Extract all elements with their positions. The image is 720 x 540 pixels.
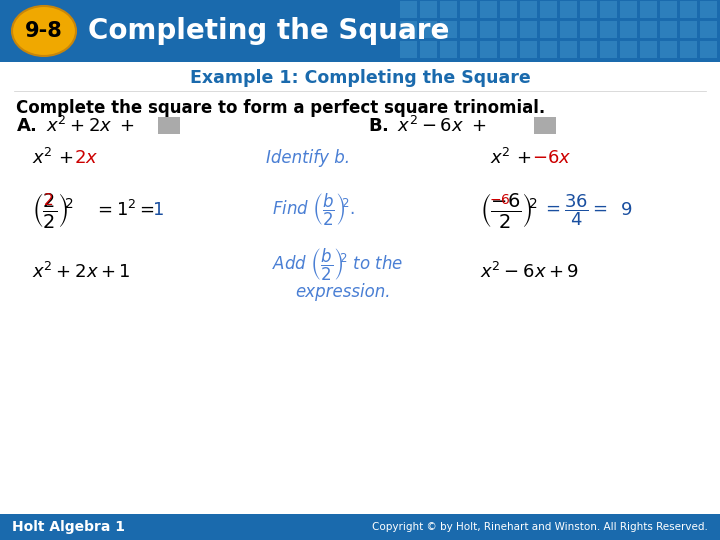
Text: $-6$: $-6$ [489, 193, 510, 207]
Bar [580, 21, 597, 38]
Ellipse shape [12, 6, 76, 56]
Bar [400, 41, 417, 58]
Text: Holt Algebra 1: Holt Algebra 1 [12, 520, 125, 534]
Bar [620, 21, 637, 38]
Bar [540, 1, 557, 18]
Bar [560, 21, 577, 38]
Bar [640, 21, 657, 38]
Text: $x^2$: $x^2$ [490, 148, 510, 168]
Bar [158, 117, 180, 134]
Text: $1$: $1$ [152, 201, 163, 219]
Bar [420, 21, 437, 38]
Bar [700, 21, 717, 38]
Bar [700, 1, 717, 18]
Bar [580, 1, 597, 18]
Bar [0, 514, 720, 540]
Bar [400, 21, 417, 38]
Bar [540, 21, 557, 38]
Bar [600, 1, 617, 18]
Text: $2x$: $2x$ [74, 149, 98, 167]
Text: Identify b.: Identify b. [266, 149, 350, 167]
Text: Add $\left(\dfrac{b}{2}\right)^{\!\!2}$ to the: Add $\left(\dfrac{b}{2}\right)^{\!\!2}$ … [272, 247, 403, 283]
Bar [440, 1, 457, 18]
Bar [420, 41, 437, 58]
Bar [620, 1, 637, 18]
Text: Copyright © by Holt, Rinehart and Winston. All Rights Reserved.: Copyright © by Holt, Rinehart and Winsto… [372, 522, 708, 532]
Bar [600, 41, 617, 58]
Bar [600, 21, 617, 38]
Bar [480, 1, 497, 18]
Text: $+$: $+$ [516, 149, 531, 167]
Text: $x^2 - 6x + 9$: $x^2 - 6x + 9$ [480, 262, 579, 282]
Bar [460, 21, 477, 38]
Bar [560, 41, 577, 58]
Bar [480, 41, 497, 58]
Text: $-6x$: $-6x$ [532, 149, 572, 167]
Text: Find $\left(\dfrac{b}{2}\right)^{\!\!2}.$: Find $\left(\dfrac{b}{2}\right)^{\!\!2}.… [272, 192, 355, 228]
Bar [700, 41, 717, 58]
Text: Example 1: Completing the Square: Example 1: Completing the Square [189, 69, 531, 87]
Text: $\mathbf{B.}\ x^2 - 6x\ +$: $\mathbf{B.}\ x^2 - 6x\ +$ [368, 116, 487, 136]
Text: $=\dfrac{36}{4}=$: $=\dfrac{36}{4}=$ [542, 192, 608, 228]
Bar [560, 1, 577, 18]
Bar [460, 1, 477, 18]
Text: $2$: $2$ [43, 192, 53, 208]
Text: $= 1^2 =$: $= 1^2 =$ [94, 200, 155, 220]
Text: $+$: $+$ [58, 149, 73, 167]
Text: $x^2 + 2x + 1$: $x^2 + 2x + 1$ [32, 262, 130, 282]
Text: $\mathbf{A.}\ x^2 + 2x\ +$: $\mathbf{A.}\ x^2 + 2x\ +$ [16, 116, 135, 136]
Bar [0, 0, 720, 62]
Text: $9$: $9$ [620, 201, 632, 219]
Bar [480, 21, 497, 38]
Bar [660, 1, 677, 18]
Bar [580, 41, 597, 58]
Bar [640, 41, 657, 58]
Bar [400, 1, 417, 18]
Bar [440, 41, 457, 58]
Bar [520, 1, 537, 18]
Bar [540, 41, 557, 58]
Bar [500, 41, 517, 58]
Bar [520, 21, 537, 38]
Bar [440, 21, 457, 38]
Bar [520, 41, 537, 58]
Text: expression.: expression. [295, 283, 390, 301]
Text: $x^2$: $x^2$ [32, 148, 53, 168]
Bar [620, 41, 637, 58]
Bar [680, 41, 697, 58]
Bar [500, 21, 517, 38]
Text: $\left(\dfrac{2}{2}\right)^{\!\!2}$: $\left(\dfrac{2}{2}\right)^{\!\!2}$ [32, 191, 74, 229]
Bar [534, 117, 556, 134]
Bar [640, 1, 657, 18]
Bar [680, 1, 697, 18]
Bar [420, 1, 437, 18]
Bar [460, 41, 477, 58]
Text: Completing the Square: Completing the Square [88, 17, 449, 45]
Bar [680, 21, 697, 38]
Bar [500, 1, 517, 18]
Bar [660, 41, 677, 58]
Text: $\left(\dfrac{-6}{2}\right)^{\!\!2}$: $\left(\dfrac{-6}{2}\right)^{\!\!2}$ [480, 191, 538, 229]
Text: 9-8: 9-8 [25, 21, 63, 41]
Bar [660, 21, 677, 38]
Text: Complete the square to form a perfect square trinomial.: Complete the square to form a perfect sq… [16, 99, 545, 117]
